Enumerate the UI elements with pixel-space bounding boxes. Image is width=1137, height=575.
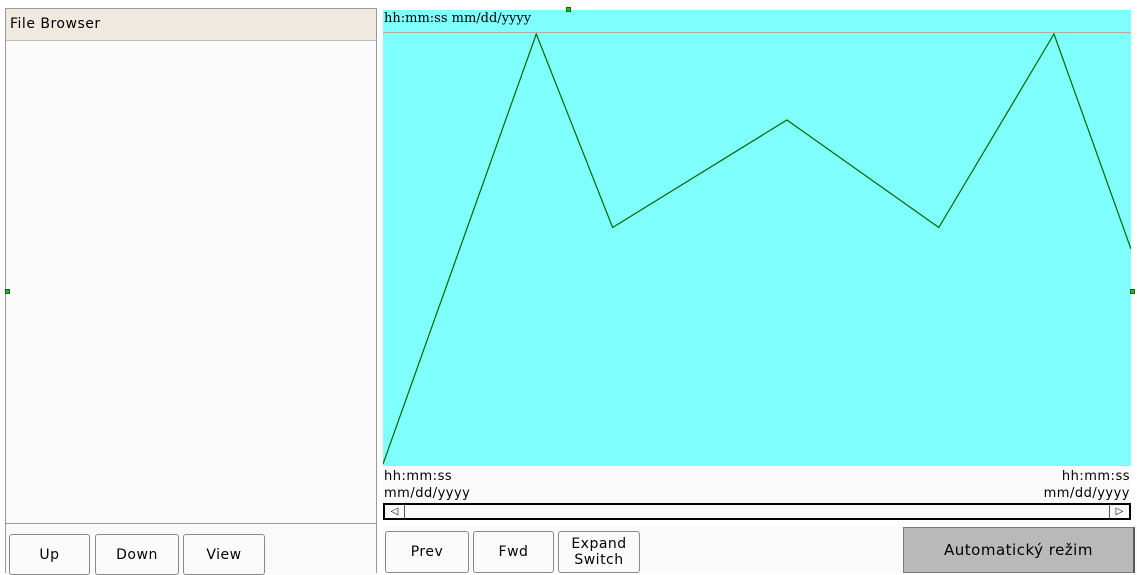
file-list[interactable]	[6, 41, 376, 523]
prev-button[interactable]: Prev	[385, 531, 469, 573]
trend-series-line	[383, 34, 1131, 464]
scroll-right-icon[interactable]: ▷	[1109, 505, 1129, 518]
trend-chart-plot	[383, 10, 1131, 466]
resize-handle-left[interactable]	[5, 289, 10, 294]
axis-end-date: mm/dd/yyyy	[1044, 486, 1130, 501]
file-browser-toolbar: Up Down View	[6, 523, 376, 575]
automatic-mode-button[interactable]: Automatický režim	[903, 527, 1135, 573]
expand-label: Expand	[571, 536, 626, 552]
fwd-button[interactable]: Fwd	[473, 531, 554, 573]
chart-header-divider	[383, 32, 1131, 33]
chart-top-timestamp: hh:mm:ss mm/dd/yyyy	[383, 10, 531, 32]
up-button[interactable]: Up	[9, 534, 90, 575]
expand-switch-button[interactable]: Expand Switch	[558, 531, 640, 573]
axis-start-time: hh:mm:ss	[384, 469, 452, 484]
down-button[interactable]: Down	[95, 534, 179, 575]
resize-handle-right[interactable]	[1130, 289, 1135, 294]
resize-handle-top[interactable]	[566, 7, 571, 12]
axis-start-date: mm/dd/yyyy	[384, 486, 470, 501]
switch-label: Switch	[574, 552, 623, 568]
time-axis-labels: hh:mm:ss mm/dd/yyyy hh:mm:ss mm/dd/yyyy	[383, 466, 1131, 503]
scroll-left-icon[interactable]: ◁	[385, 505, 405, 518]
chart-scrollbar[interactable]: ◁ ▷	[383, 503, 1131, 520]
file-browser-title: File Browser	[6, 9, 376, 41]
axis-end-time: hh:mm:ss	[1062, 469, 1130, 484]
file-browser-panel: File Browser Up Down View	[5, 8, 377, 573]
view-button[interactable]: View	[183, 534, 265, 575]
